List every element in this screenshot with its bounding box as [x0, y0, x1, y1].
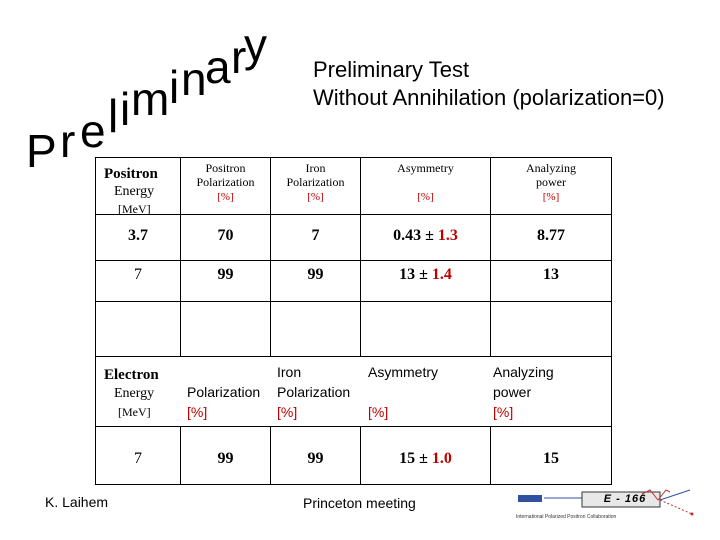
electron-polarization-cell: 99 — [217, 450, 234, 467]
table-divider — [270, 157, 271, 356]
prelim-letter: a — [205, 41, 231, 93]
table-row-divider — [95, 260, 612, 261]
prelim-letter: r — [231, 31, 247, 83]
positron-polarization-cell: 99 — [217, 266, 234, 283]
asymmetry-value: 13 — [399, 266, 416, 283]
asymmetry-cell: 13 ± 1.4 — [361, 266, 490, 284]
positron-polarization-cell: 70 — [217, 227, 234, 244]
asymmetry-cell: 0.43 ± 1.3 — [361, 227, 490, 245]
iron-polarization-cell: 99 — [307, 450, 324, 467]
logo-caption: International Polarized Positron Collabo… — [516, 514, 617, 520]
asymmetry-value: 0.43 — [393, 227, 422, 244]
plus-minus: ± — [419, 450, 428, 467]
asymmetry-value: 15 — [399, 450, 416, 467]
table-row-divider — [95, 214, 612, 215]
prelim-letter: i — [120, 83, 131, 135]
prelim-letter: m — [131, 73, 170, 125]
table-divider — [180, 426, 181, 484]
analyzing-power-cell: 13 — [543, 266, 559, 283]
analyzing-power-header: Analyzing power [%] — [526, 161, 576, 203]
table-border-top — [95, 157, 612, 158]
table-row-divider — [95, 426, 612, 427]
iron-polarization-cell: 7 — [311, 227, 320, 244]
energy-cell: 7 — [134, 450, 142, 467]
title-line-2: Without Annihilation (polarization=0) — [313, 85, 665, 110]
asymmetry-error: 1.0 — [431, 450, 452, 467]
prelim-letter: n — [181, 53, 207, 105]
plus-minus: ± — [419, 266, 428, 283]
asymmetry-error: 1.3 — [437, 227, 458, 244]
table-divider — [360, 157, 361, 356]
prelim-letter: i — [169, 61, 180, 113]
table-divider — [360, 426, 361, 484]
energy-cell: 7 — [134, 266, 142, 283]
electron-iron-polarization-header: Iron Polarization [%] — [277, 364, 351, 420]
table-row-divider — [95, 301, 612, 302]
analyzing-power-cell: 15 — [543, 450, 559, 467]
table-border-bottom — [95, 484, 612, 485]
prelim-letter: l — [108, 90, 119, 142]
table-divider — [180, 157, 181, 356]
e166-logo: E - 166 International Polarized Positron… — [510, 486, 700, 532]
plus-minus: ± — [425, 227, 434, 244]
prelim-letter: y — [244, 19, 267, 71]
positron-energy-header: Positron Energy [MeV] — [104, 166, 158, 216]
asymmetry-header: Asymmetry [%] — [397, 161, 454, 203]
positron-polarization-header: Positron Polarization [%] — [196, 161, 255, 203]
table-divider — [490, 157, 491, 356]
slide-title: Preliminary Test Without Annihilation (p… — [313, 56, 665, 112]
iron-polarization-cell: 99 — [307, 266, 324, 283]
prelim-letter: P — [26, 125, 57, 177]
asymmetry-cell: 15 ± 1.0 — [361, 450, 490, 468]
electron-asymmetry-header: Asymmetry [%] — [368, 364, 438, 420]
table-divider — [270, 426, 271, 484]
title-line-1: Preliminary Test — [313, 57, 470, 82]
electron-analyzing-power-header: Analyzing power [%] — [493, 364, 554, 420]
e166-logo-graphic — [518, 489, 694, 516]
table-border-right — [611, 157, 612, 484]
asymmetry-error: 1.4 — [431, 266, 452, 283]
electron-polarization-header: Polarization [%] — [187, 384, 261, 420]
logo-text: E - 166 — [603, 493, 647, 505]
table-divider — [490, 426, 491, 484]
iron-polarization-header: Iron Polarization [%] — [286, 161, 345, 203]
prelim-letter: e — [80, 105, 106, 157]
meeting-name: Princeton meeting — [303, 495, 416, 511]
table-border-left — [95, 157, 96, 484]
table-row-divider — [95, 356, 612, 357]
prelim-letter: r — [60, 115, 76, 167]
author-name: K. Laihem — [45, 494, 109, 510]
electron-energy-header: Electron Energy [MeV] — [104, 367, 159, 419]
analyzing-power-cell: 8.77 — [537, 227, 565, 244]
energy-cell: 3.7 — [128, 227, 148, 244]
